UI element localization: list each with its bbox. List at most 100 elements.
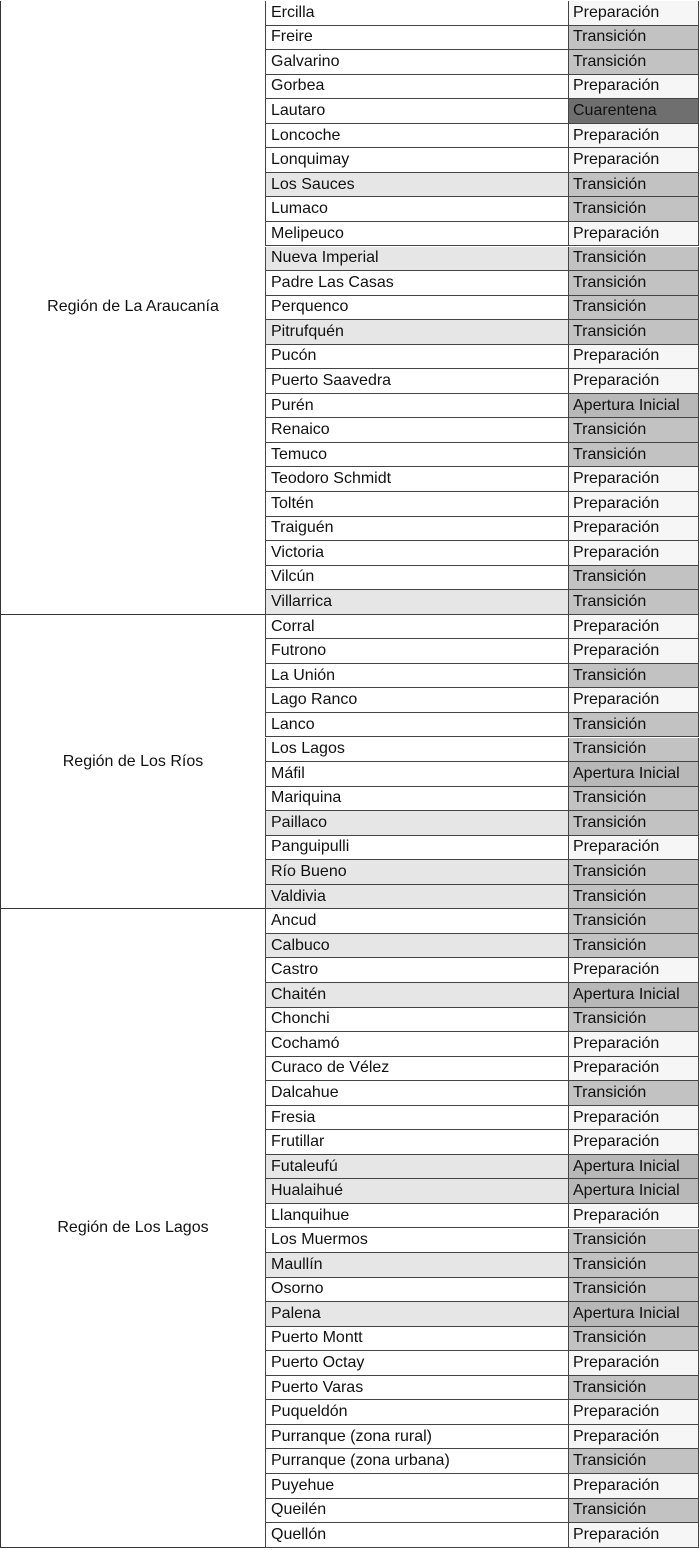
status-cell: Transición	[568, 811, 699, 835]
commune-cell: Corral	[265, 614, 568, 639]
table-row: Máfil Apertura Inicial	[265, 762, 699, 787]
status-cell: Transición	[568, 246, 699, 271]
commune-cell: Lago Ranco	[265, 688, 568, 712]
table-row: Lanco Transición	[265, 712, 699, 738]
commune-cell: Llanquihue	[265, 1203, 568, 1228]
status-cell: Transición	[568, 786, 699, 811]
status-cell: Transición	[568, 50, 699, 74]
status-cell: Preparación	[568, 344, 699, 369]
table-row: Puyehue Preparación	[265, 1474, 699, 1499]
commune-cell: Padre Las Casas	[265, 271, 568, 295]
commune-cell: Castro	[265, 958, 568, 982]
table-row: Melipeuco Preparación	[265, 221, 699, 247]
status-cell: Preparación	[568, 1, 699, 25]
table-row: Cochamó Preparación	[265, 1032, 699, 1057]
commune-cell: Victoria	[265, 541, 568, 565]
status-cell: Transición	[568, 1228, 699, 1253]
commune-cell: Traiguén	[265, 516, 568, 541]
table-row: Vilcún Transición	[265, 565, 699, 591]
status-cell: Transición	[568, 418, 699, 442]
commune-cell: Puqueldón	[265, 1400, 568, 1424]
status-cell: Transición	[568, 320, 699, 344]
commune-cell: Cochamó	[265, 1032, 568, 1056]
table-row: Loncoche Preparación	[265, 123, 699, 149]
commune-cell: Purranque (zona urbana)	[265, 1449, 568, 1473]
table-row: Puerto Saavedra Preparación	[265, 369, 699, 394]
commune-cell: Gorbea	[265, 74, 568, 99]
region-cell: Región de Los Lagos	[0, 909, 265, 1548]
region-name: Región de Los Lagos	[57, 1218, 209, 1236]
commune-cell: Futaleufú	[265, 1154, 568, 1179]
commune-cell: Purranque (zona rural)	[265, 1424, 568, 1449]
status-cell: Transición	[568, 1081, 699, 1105]
status-cell: Transición	[568, 172, 699, 197]
table-row: Puqueldón Preparación	[265, 1400, 699, 1425]
table-row: Traiguén Preparación	[265, 516, 699, 542]
commune-cell: Maullín	[265, 1253, 568, 1277]
status-cell: Transición	[568, 860, 699, 884]
status-cell: Preparación	[568, 123, 699, 148]
commune-cell: Puerto Saavedra	[265, 369, 568, 393]
status-cell: Transición	[568, 663, 699, 688]
status-cell: Transición	[568, 737, 699, 762]
commune-cell: Río Bueno	[265, 860, 568, 884]
commune-cell: Lanco	[265, 712, 568, 737]
table-row: Los Muermos Transición	[265, 1228, 699, 1254]
table-row: Purranque (zona urbana) Transición	[265, 1449, 699, 1474]
table-row: Maullín Transición	[265, 1253, 699, 1278]
status-cell: Transición	[568, 442, 699, 467]
commune-cell: Puerto Montt	[265, 1326, 568, 1351]
commune-cell: Queilén	[265, 1498, 568, 1523]
status-cell: Transición	[568, 1253, 699, 1277]
table-row: Purranque (zona rural) Preparación	[265, 1424, 699, 1450]
table-row: Galvarino Transición	[265, 50, 699, 75]
table-row: Freire Transición	[265, 25, 699, 51]
commune-cell: Fresia	[265, 1105, 568, 1130]
commune-cell: Valdivia	[265, 884, 568, 909]
table-row: Los Sauces Transición	[265, 172, 699, 198]
status-cell: Preparación	[568, 467, 699, 491]
status-cell: Transición	[568, 295, 699, 320]
commune-cell: Curaco de Vélez	[265, 1056, 568, 1081]
table-row: Calbuco Transición	[265, 933, 699, 959]
status-cell: Preparación	[568, 516, 699, 541]
table-row: Perquenco Transición	[265, 295, 699, 321]
status-cell: Transición	[568, 271, 699, 295]
status-cell: Preparación	[568, 614, 699, 639]
table-row: Río Bueno Transición	[265, 860, 699, 885]
table-row: Ancud Transición	[265, 909, 699, 934]
table-row: Queilén Transición	[265, 1498, 699, 1524]
table-row: Osorno Transición	[265, 1277, 699, 1303]
commune-cell: Ancud	[265, 909, 568, 933]
commune-cell: Calbuco	[265, 933, 568, 958]
commune-cell: Pitrufquén	[265, 320, 568, 344]
table-row: Lautaro Cuarentena	[265, 99, 699, 124]
commune-cell: Villarrica	[265, 590, 568, 614]
status-cell: Preparación	[568, 1474, 699, 1498]
table-row: Lonquimay Preparación	[265, 148, 699, 173]
status-cell: Preparación	[568, 1032, 699, 1056]
status-cell: Preparación	[568, 541, 699, 565]
status-cell: Cuarentena	[568, 99, 699, 123]
table-row: Toltén Preparación	[265, 492, 699, 517]
status-cell: Preparación	[568, 74, 699, 99]
commune-cell: Teodoro Schmidt	[265, 467, 568, 491]
status-cell: Preparación	[568, 1056, 699, 1081]
table-row: Frutillar Preparación	[265, 1130, 699, 1155]
table-row: Corral Preparación	[265, 614, 699, 640]
status-cell: Preparación	[568, 639, 699, 663]
table-row: Villarrica Transición	[265, 590, 699, 615]
status-cell: Preparación	[568, 1523, 699, 1547]
commune-cell: Lautaro	[265, 99, 568, 123]
region-name: Región de La Araucanía	[47, 298, 219, 316]
status-cell: Apertura Inicial	[568, 1154, 699, 1179]
status-cell: Apertura Inicial	[568, 393, 699, 418]
commune-cell: Ercilla	[265, 1, 568, 25]
table-row: Puerto Montt Transición	[265, 1326, 699, 1352]
status-cell: Preparación	[568, 1105, 699, 1130]
table-row: Paillaco Transición	[265, 811, 699, 836]
table-row: Palena Apertura Inicial	[265, 1302, 699, 1327]
table-row: Teodoro Schmidt Preparación	[265, 467, 699, 492]
commune-cell: Futrono	[265, 639, 568, 663]
commune-cell: Puyehue	[265, 1474, 568, 1498]
